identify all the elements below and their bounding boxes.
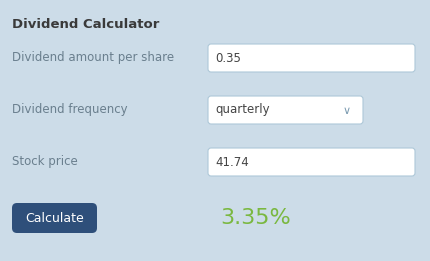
Text: ∨: ∨ xyxy=(343,106,351,116)
Text: 41.74: 41.74 xyxy=(215,156,249,169)
FancyBboxPatch shape xyxy=(208,44,415,72)
Text: Calculate: Calculate xyxy=(25,211,84,224)
Text: 3.35%: 3.35% xyxy=(220,208,291,228)
Text: Dividend amount per share: Dividend amount per share xyxy=(12,51,174,64)
Text: quarterly: quarterly xyxy=(215,104,270,116)
FancyBboxPatch shape xyxy=(208,148,415,176)
Text: Stock price: Stock price xyxy=(12,156,78,169)
Text: 0.35: 0.35 xyxy=(215,51,241,64)
FancyBboxPatch shape xyxy=(208,96,363,124)
FancyBboxPatch shape xyxy=(12,203,97,233)
Text: Dividend Calculator: Dividend Calculator xyxy=(12,18,160,31)
Text: Dividend frequency: Dividend frequency xyxy=(12,104,128,116)
